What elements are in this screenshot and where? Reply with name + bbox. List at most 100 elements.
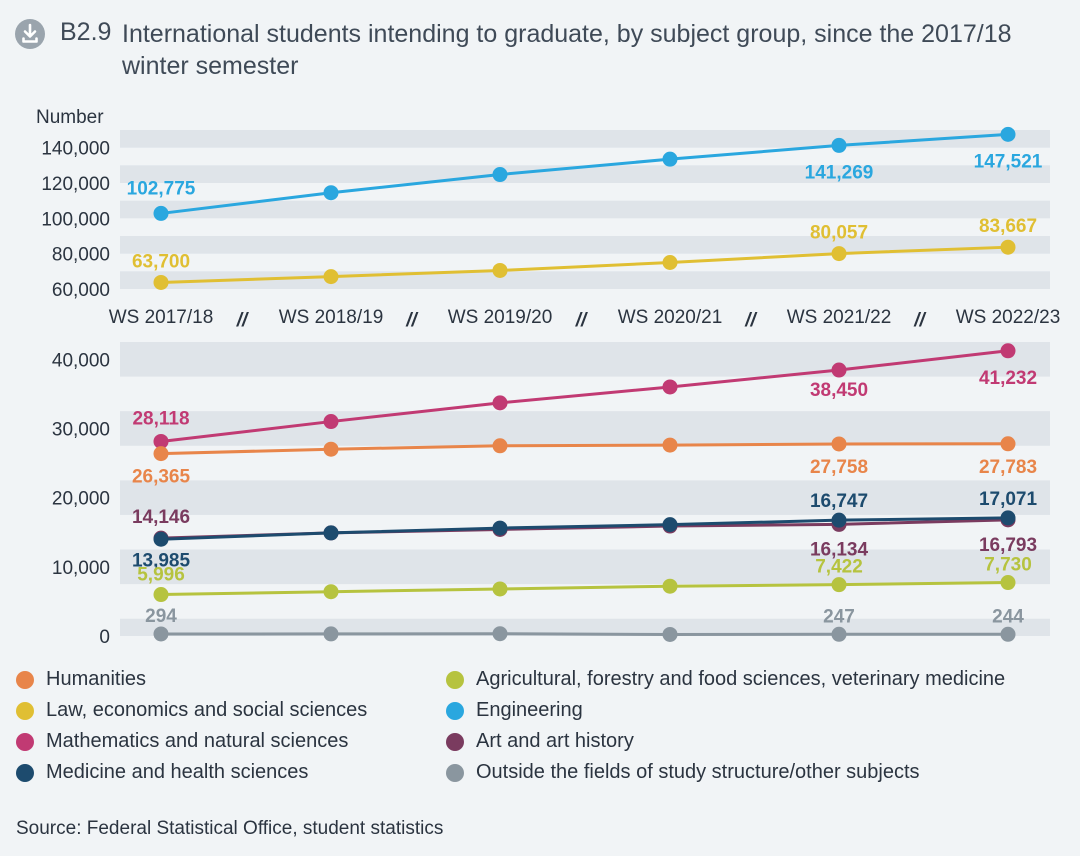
series-line	[160, 632, 1009, 636]
data-point	[831, 137, 847, 153]
grid-band	[120, 236, 1050, 254]
data-point	[153, 587, 169, 603]
axis-break-mark: //	[405, 310, 418, 331]
data-label: 16,793	[979, 535, 1037, 556]
data-label: 28,118	[132, 408, 189, 429]
data-point	[492, 262, 508, 278]
legend-swatch	[446, 732, 464, 751]
data-point	[492, 626, 508, 642]
axis-break-mark: //	[575, 310, 588, 331]
y-tick-label: 20,000	[52, 489, 110, 510]
data-label: 38,450	[810, 380, 868, 401]
legend-swatch	[446, 763, 464, 782]
data-point	[323, 525, 339, 541]
data-label: 102,775	[127, 178, 196, 199]
legend-item: Outside the fields of study structure/ot…	[446, 761, 920, 784]
x-tick-label: WS 2022/23	[956, 307, 1061, 328]
y-tick-label: 60,000	[52, 280, 110, 301]
grid-band	[120, 618, 1050, 636]
series-line	[160, 442, 1009, 456]
data-label: 17,071	[979, 489, 1038, 510]
legend-item: Art and art history	[446, 730, 634, 753]
legend-swatch	[16, 732, 34, 751]
series-line	[160, 581, 1009, 597]
grid-band	[120, 165, 1050, 183]
data-label: 294	[145, 606, 177, 627]
legend-label: Medicine and health sciences	[46, 761, 309, 783]
data-label: 83,667	[979, 216, 1037, 237]
data-label: 63,700	[132, 251, 190, 272]
x-tick-label: WS 2020/21	[618, 307, 723, 328]
legend: Humanities Law, economics and social scie…	[16, 668, 1066, 798]
data-point	[323, 626, 339, 642]
data-point	[153, 433, 169, 449]
data-point	[1000, 575, 1016, 591]
data-point	[662, 255, 678, 270]
data-point	[492, 395, 508, 411]
x-tick-label: WS 2018/19	[279, 307, 384, 328]
y-tick-label: 140,000	[41, 139, 110, 160]
y-axis-title: Number	[36, 107, 104, 128]
data-point	[323, 584, 339, 600]
grid-band	[120, 342, 1050, 377]
download-icon[interactable]	[14, 18, 46, 50]
grid-band	[120, 200, 1050, 219]
grid-band	[120, 480, 1050, 515]
legend-label: Engineering	[476, 699, 583, 721]
data-point	[831, 362, 847, 378]
axis-break-mark: //	[913, 310, 926, 331]
data-point	[831, 246, 847, 262]
data-point	[831, 577, 847, 593]
data-point	[492, 581, 508, 597]
data-label: 141,269	[805, 162, 874, 183]
series-line	[160, 349, 1009, 443]
y-tick-label: 40,000	[52, 350, 110, 371]
y-tick-label: 100,000	[41, 209, 110, 230]
data-point	[1000, 239, 1016, 255]
data-point	[153, 446, 169, 462]
data-point	[153, 274, 169, 290]
y-tick-label: 0	[99, 627, 110, 648]
y-tick-label: 120,000	[41, 174, 110, 195]
grid-band	[120, 549, 1050, 585]
legend-swatch	[446, 670, 464, 689]
data-point	[662, 151, 678, 167]
data-label: 27,783	[979, 457, 1037, 478]
legend-swatch	[16, 763, 34, 782]
legend-label: Humanities	[46, 668, 147, 690]
data-point	[662, 379, 678, 395]
data-label: 80,057	[810, 223, 868, 244]
data-point	[1000, 510, 1016, 526]
data-label: 147,521	[974, 151, 1043, 172]
axis-break-mark: //	[744, 310, 757, 331]
legend-item: Engineering	[446, 699, 583, 722]
data-point	[662, 517, 678, 533]
legend-label: Mathematics and natural sciences	[46, 730, 349, 752]
legend-label: Outside the fields of study structure/ot…	[476, 761, 920, 783]
data-point	[831, 436, 847, 452]
legend-item: Agricultural, forestry and food sciences…	[446, 668, 1005, 691]
y-tick-label: 10,000	[52, 558, 110, 579]
data-point	[1000, 343, 1016, 359]
x-tick-label: WS 2019/20	[448, 307, 553, 328]
legend-swatch	[16, 701, 34, 720]
legend-label: Law, economics and social sciences	[46, 699, 368, 721]
data-point	[1000, 626, 1016, 642]
data-label: 16,747	[810, 491, 868, 512]
data-label: 26,365	[132, 467, 191, 488]
legend-swatch	[446, 701, 464, 720]
legend-item: Humanities	[16, 668, 146, 691]
data-point	[492, 438, 508, 454]
series-line	[160, 516, 1009, 541]
legend-label: Agricultural, forestry and food sciences…	[476, 668, 1006, 690]
data-point	[153, 531, 169, 547]
legend-label: Art and art history	[476, 730, 634, 752]
legend-item: Medicine and health sciences	[16, 761, 308, 784]
data-point	[492, 167, 508, 183]
data-point	[1000, 436, 1016, 452]
axis-break-mark: //	[236, 310, 249, 331]
data-point	[153, 626, 169, 642]
y-tick-label: 30,000	[52, 419, 110, 440]
series-line	[160, 132, 1009, 215]
